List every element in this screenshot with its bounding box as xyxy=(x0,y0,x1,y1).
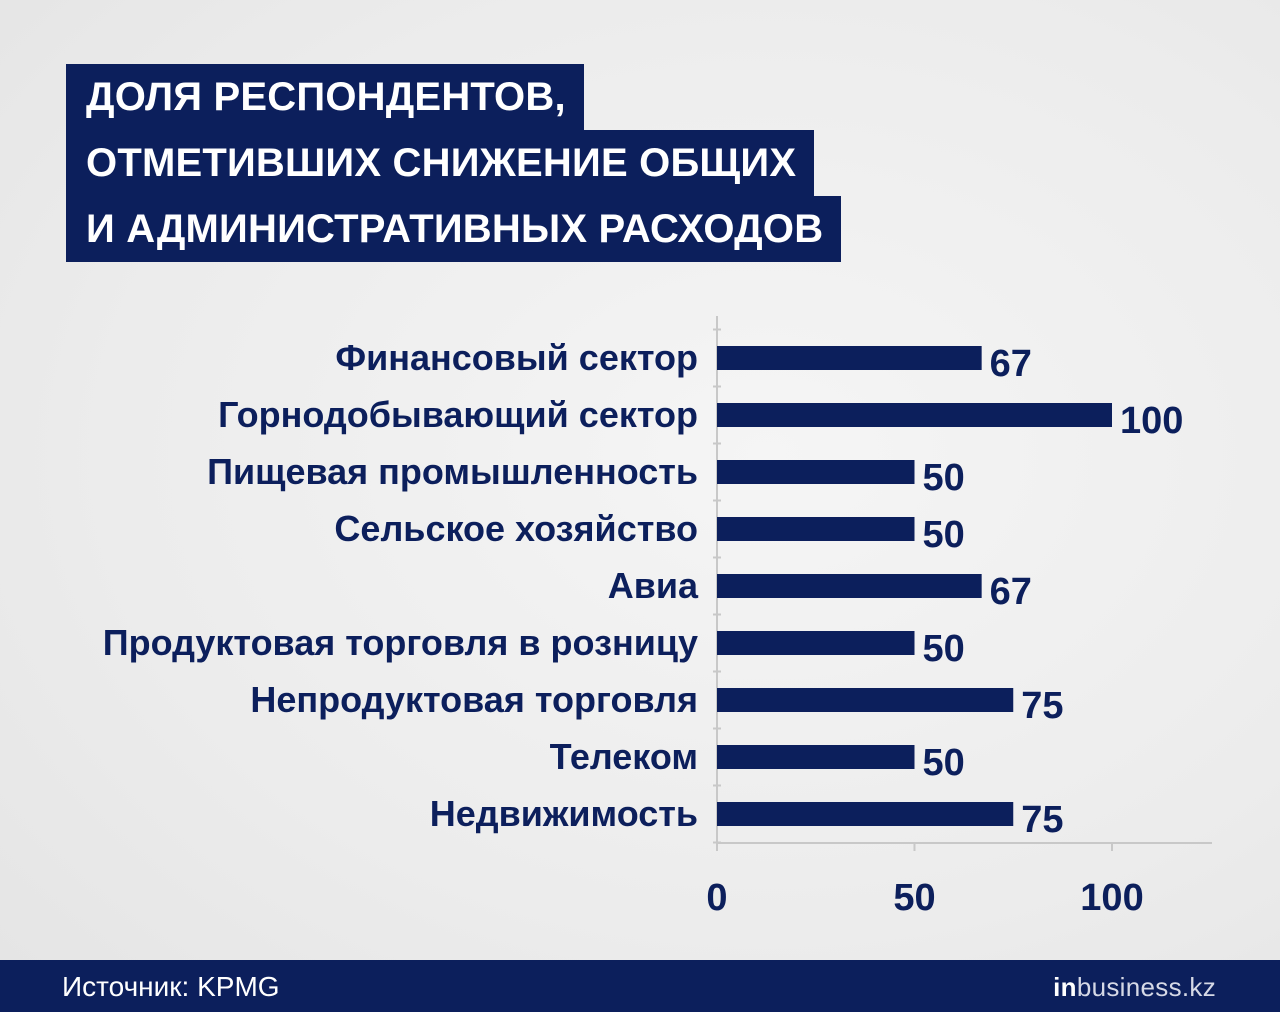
inbusiness-logo: inbusiness.kz xyxy=(1053,970,1216,1004)
bar xyxy=(717,688,1014,712)
value-label: 50 xyxy=(923,514,965,556)
footer-bar: Источник: KPMG inbusiness.kz xyxy=(0,960,1280,1012)
bar xyxy=(717,802,1014,826)
bar xyxy=(717,517,915,541)
category-label: Сельское хозяйство xyxy=(334,508,698,549)
source-text: Источник: KPMG xyxy=(62,971,280,1002)
value-label: 100 xyxy=(1120,400,1183,442)
category-label: Горнодобывающий сектор xyxy=(218,394,698,435)
title-line-2: ОТМЕТИВШИХ СНИЖЕНИЕ ОБЩИХ xyxy=(66,130,815,196)
title-line-1: ДОЛЯ РЕСПОНДЕНТОВ, xyxy=(66,64,584,130)
bar xyxy=(717,745,915,769)
bar xyxy=(717,574,982,598)
bar xyxy=(717,403,1112,427)
x-tick-label: 50 xyxy=(893,877,935,919)
category-label: Телеком xyxy=(550,736,698,777)
chart-title: ДОЛЯ РЕСПОНДЕНТОВ, ОТМЕТИВШИХ СНИЖЕНИЕ О… xyxy=(66,64,842,262)
value-label: 67 xyxy=(990,571,1032,613)
x-tick-label: 0 xyxy=(706,877,727,919)
category-label: Продуктовая торговля в розницу xyxy=(103,622,698,663)
value-label: 50 xyxy=(923,457,965,499)
category-label: Пищевая промышленность xyxy=(207,451,698,492)
x-tick-label: 100 xyxy=(1080,877,1143,919)
value-label: 75 xyxy=(1021,685,1063,727)
category-label: Финансовый сектор xyxy=(335,337,698,378)
bar xyxy=(717,346,982,370)
title-line-3: И АДМИНИСТРАТИВНЫХ РАСХОДОВ xyxy=(66,196,842,262)
logo-in: in xyxy=(1053,972,1077,1002)
logo-rest: business.kz xyxy=(1076,972,1216,1002)
value-label: 50 xyxy=(923,628,965,670)
bar xyxy=(717,460,915,484)
bar-chart: 0 50 100 Финансовый сектор 67 Горнодобывающий… xyxy=(103,316,1212,919)
value-label: 75 xyxy=(1021,799,1063,841)
category-label: Непродуктовая торговля xyxy=(250,679,698,720)
bar xyxy=(717,631,915,655)
value-label: 50 xyxy=(923,742,965,784)
category-label: Недвижимость xyxy=(430,793,698,834)
value-label: 67 xyxy=(990,343,1032,385)
category-label: Авиа xyxy=(608,565,699,606)
